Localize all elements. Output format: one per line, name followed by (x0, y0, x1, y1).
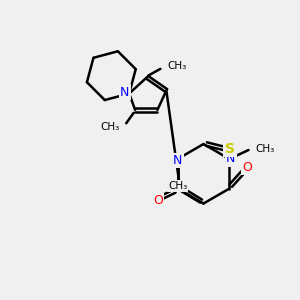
Text: N: N (226, 152, 236, 165)
Text: CH₃: CH₃ (255, 143, 274, 154)
Text: CH₃: CH₃ (167, 61, 186, 71)
Text: N: N (173, 154, 182, 167)
Text: O: O (153, 194, 163, 207)
Text: S: S (225, 142, 235, 155)
Text: N: N (120, 85, 129, 98)
Text: CH₃: CH₃ (100, 122, 120, 132)
Text: O: O (242, 161, 252, 174)
Text: CH₃: CH₃ (168, 181, 188, 191)
